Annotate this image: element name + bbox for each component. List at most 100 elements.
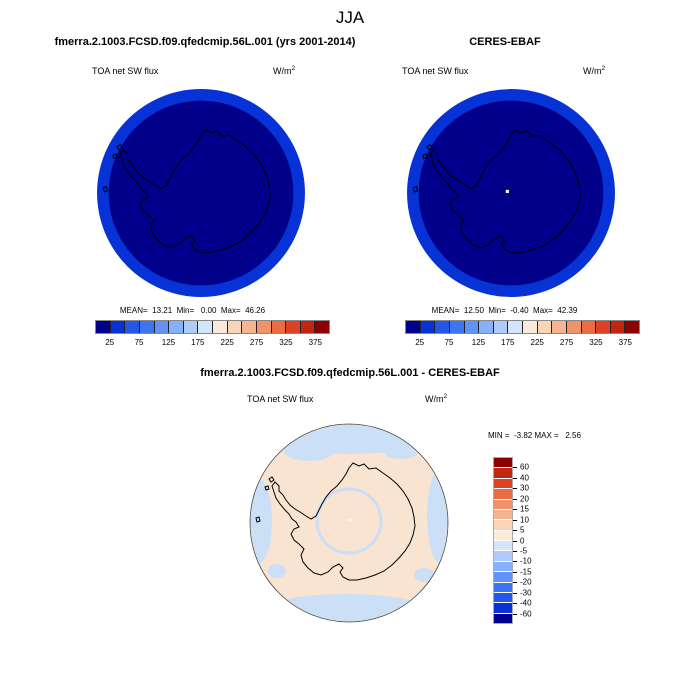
colorbar-segment — [508, 321, 523, 333]
diff-panel-title: fmerra.2.1003.FCSD.f09.qfedcmip.56L.001 … — [200, 367, 500, 379]
colorbar-tick-label: 275 — [559, 338, 574, 347]
colorbar-tick-label: 25 — [105, 338, 115, 347]
colorbar-tick-mark — [513, 613, 517, 615]
colorbar-segment — [256, 321, 272, 333]
model-polar-map — [97, 89, 305, 297]
colorbar-segment — [139, 321, 155, 333]
colorbar-tick-label: 125 — [161, 338, 176, 347]
colorbar-segment — [494, 572, 512, 583]
colorbar-segment — [566, 321, 582, 333]
colorbar-tick-mark — [513, 603, 517, 605]
colorbar-segment — [625, 321, 639, 333]
colorbar-tick-label: 60 — [520, 462, 529, 472]
missing-data-dot — [505, 189, 509, 193]
colorbar-segment — [300, 321, 316, 333]
model-map-interior — [108, 100, 294, 286]
colorbar-tick-label: 0 — [520, 536, 525, 545]
colorbar-tick-label: 175 — [191, 338, 205, 347]
colorbar-tick-label: 25 — [415, 338, 425, 347]
obs-polar-map — [407, 89, 615, 297]
colorbar-segment — [494, 603, 512, 614]
obs-units-exponent: 2 — [601, 65, 606, 72]
model-units-label: W/m2 — [273, 65, 295, 76]
colorbar-segment — [420, 321, 436, 333]
colorbar-segment — [494, 592, 512, 604]
colorbar-segment — [552, 321, 567, 333]
colorbar-tick-label: 125 — [471, 338, 486, 347]
colorbar-segment — [96, 321, 111, 333]
colorbar-tick-mark — [513, 477, 517, 479]
colorbar-segment — [494, 541, 512, 552]
colorbar-segment — [464, 321, 480, 333]
colorbar-tick-mark — [513, 571, 517, 573]
colorbar-tick-label: 175 — [501, 338, 515, 347]
colorbar-tick-label: 15 — [520, 504, 529, 514]
colorbar-tick-label: 275 — [249, 338, 264, 347]
colorbar-tick-label: 375 — [308, 338, 322, 347]
colorbar-tick-label: -15 — [520, 567, 532, 577]
diff-minmax-line: MIN = -3.82 MAX = 2.56 — [488, 431, 581, 440]
colorbar-segment — [110, 321, 126, 333]
colorbar-segment — [537, 321, 553, 333]
colorbar-tick-label: 225 — [530, 338, 544, 347]
obs-colorbar — [405, 320, 640, 334]
colorbar-tick-mark — [513, 467, 517, 469]
colorbar-tick-mark — [513, 550, 517, 552]
obs-units-label: W/m2 — [583, 65, 605, 76]
colorbar-segment — [169, 321, 184, 333]
colorbar-segment — [435, 321, 450, 333]
colorbar-tick-mark — [513, 540, 517, 542]
colorbar-segment — [494, 561, 512, 573]
colorbar-segment — [493, 321, 509, 333]
colorbar-segment — [449, 321, 465, 333]
colorbar-segment — [242, 321, 257, 333]
colorbar-segment — [523, 321, 538, 333]
colorbar-segment — [494, 613, 512, 623]
diff-field-label: TOA net SW flux — [247, 394, 314, 404]
colorbar-tick-mark — [513, 488, 517, 490]
figure-title: JJA — [335, 8, 365, 27]
diff-colorbar — [493, 457, 513, 624]
colorbar-segment — [494, 520, 512, 531]
colorbar-tick-mark — [513, 509, 517, 511]
colorbar-segment — [494, 458, 512, 469]
colorbar-segment — [479, 321, 494, 333]
colorbar-segment — [494, 489, 512, 500]
diff-colorbar-labels: 60 40 30 20 15 10 5 0 -5 -10 -15 -20 -30 -40 -60 — [513, 457, 547, 624]
colorbar-tick-mark — [513, 530, 517, 532]
colorbar-tick-mark — [513, 582, 517, 584]
colorbar-segment — [227, 321, 243, 333]
colorbar-tick-label: -30 — [520, 588, 532, 598]
model-units-exponent: 2 — [291, 65, 296, 72]
colorbar-segment — [198, 321, 213, 333]
colorbar-tick-label: -5 — [520, 546, 528, 556]
colorbar-segment — [213, 321, 228, 333]
colorbar-tick-mark — [513, 498, 517, 500]
colorbar-segment — [596, 321, 611, 333]
colorbar-tick-label: -60 — [520, 609, 532, 619]
model-colorbar — [95, 320, 330, 334]
model-panel-title: fmerra.2.1003.FCSD.f09.qfedcmip.56L.001 … — [54, 36, 356, 48]
colorbar-tick-label: 30 — [520, 483, 529, 493]
colorbar-segment — [406, 321, 421, 333]
colorbar-segment — [154, 321, 170, 333]
colorbar-tick-label: 325 — [589, 338, 603, 347]
model-stats-line: MEAN= 13.21 Min= 0.00 Max= 46.26 — [119, 306, 266, 315]
colorbar-tick-label: 325 — [279, 338, 293, 347]
colorbar-segment — [581, 321, 597, 333]
colorbar-tick-label: 225 — [220, 338, 234, 347]
colorbar-segment — [494, 468, 512, 479]
colorbar-tick-mark — [513, 592, 517, 594]
obs-units-base: W/m — [583, 66, 602, 76]
model-field-label: TOA net SW flux — [92, 66, 159, 76]
colorbar-segment — [125, 321, 140, 333]
colorbar-tick-label: 75 — [134, 338, 144, 347]
colorbar-tick-label: 40 — [520, 473, 529, 483]
colorbar-segment — [183, 321, 199, 333]
diff-units-base: W/m — [425, 394, 444, 404]
colorbar-tick-label: 75 — [444, 338, 454, 347]
obs-field-label: TOA net SW flux — [402, 66, 469, 76]
diff-units-label: W/m2 — [425, 393, 447, 404]
colorbar-tick-label: -20 — [520, 577, 532, 587]
